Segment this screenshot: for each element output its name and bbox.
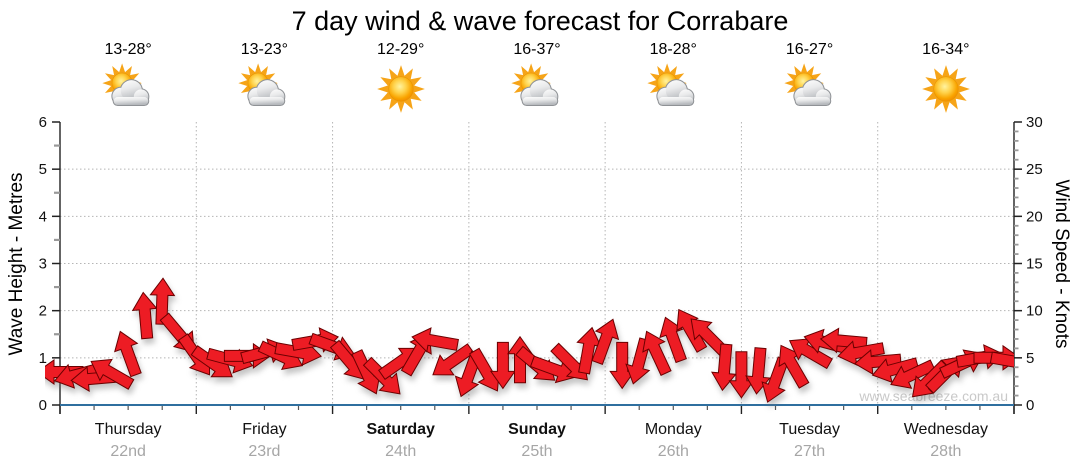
wind-arrow xyxy=(989,349,1014,376)
day-date-label: 22nd xyxy=(110,443,146,460)
wind-arrow xyxy=(642,330,672,377)
day-date-label: 24th xyxy=(385,443,417,460)
day-name-label: Sunday xyxy=(508,421,566,438)
day-label: Tuesday 27th xyxy=(779,421,840,461)
tick-label: 20 xyxy=(1026,208,1043,225)
day-forecast: 12-29° xyxy=(374,41,428,116)
wind-arrow xyxy=(131,291,158,340)
temperature-range-label: 16-27° xyxy=(785,41,834,58)
wind-arrow xyxy=(362,356,401,395)
right-axis-title: Wind Speed - Knots xyxy=(1051,179,1072,349)
temperature-range-label: 13-23° xyxy=(240,41,289,58)
wind-arrow xyxy=(711,343,737,392)
tick-label: 3 xyxy=(39,256,47,273)
temperature-range-label: 18-28° xyxy=(649,41,697,58)
tick-label: 0 xyxy=(39,397,47,414)
day-name-label: Wednesday xyxy=(903,421,988,438)
day-name-label: Saturday xyxy=(366,421,435,438)
wind-arrow xyxy=(591,318,620,366)
sun-cloud-icon xyxy=(102,63,150,107)
wind-arrow xyxy=(90,358,135,390)
temperature-range-label: 12-29° xyxy=(377,41,425,58)
day-label: Saturday 24th xyxy=(366,421,434,461)
day-name-label: Monday xyxy=(644,421,702,438)
wind-arrow xyxy=(114,330,142,378)
day-date-label: 28th xyxy=(930,443,962,460)
tick-label: 25 xyxy=(1026,161,1043,178)
day-forecast: 13-28° xyxy=(101,41,155,116)
wind-arrow xyxy=(788,338,833,370)
left-axis-title: Wave Height - Metres xyxy=(6,172,27,356)
wind-arrow xyxy=(411,327,459,353)
sun-cloud-icon xyxy=(238,63,286,107)
day-forecast: 16-37° xyxy=(510,41,564,116)
tick-label: 5 xyxy=(1026,350,1034,367)
sun-icon xyxy=(376,65,425,113)
wind-arrow xyxy=(507,335,533,384)
day-label: Sunday 25th xyxy=(508,421,566,461)
temperature-range-label: 16-37° xyxy=(513,41,561,58)
day-label: Wednesday 28th xyxy=(904,421,988,461)
tick-label: 2 xyxy=(39,303,47,320)
watermark: www.seabreeze.com.au xyxy=(859,388,1008,404)
wind-arrow xyxy=(489,341,516,390)
day-label: Friday 23rd xyxy=(242,421,286,461)
wind-arrow xyxy=(819,327,868,354)
wind-arrow xyxy=(576,326,602,375)
wind-arrow xyxy=(871,357,920,384)
tick-label: 15 xyxy=(1026,256,1043,273)
gridlines xyxy=(60,122,1014,405)
day-forecast: 16-27° xyxy=(783,41,837,116)
temperature-range-label: 13-28° xyxy=(104,41,152,58)
day-date-label: 23rd xyxy=(248,443,281,460)
tick-label: 10 xyxy=(1026,303,1043,320)
wind-arrow xyxy=(853,349,902,375)
wind-arrow xyxy=(432,343,475,376)
day-label: Thursday 22nd xyxy=(95,421,162,461)
wind-arrow xyxy=(761,356,790,403)
tick-label: 4 xyxy=(39,208,47,225)
wind-arrow xyxy=(676,308,708,353)
wind-arrow xyxy=(778,344,810,389)
day-date-label: 26th xyxy=(657,443,689,460)
tick-label: 30 xyxy=(1026,114,1043,131)
sun-cloud-icon xyxy=(647,63,695,107)
tick-label: 1 xyxy=(39,350,47,367)
day-forecast: 18-28° xyxy=(646,41,700,116)
day-date-label: 25th xyxy=(521,443,553,460)
chart-title: 7 day wind & wave forecast for Corrabare xyxy=(291,6,789,36)
sun-icon xyxy=(921,65,970,113)
day-name-label: Thursday xyxy=(94,421,162,438)
day-name-label: Tuesday xyxy=(779,421,840,438)
wind-arrow xyxy=(837,340,885,366)
wind-arrow xyxy=(890,359,936,389)
day-forecast: 16-34° xyxy=(919,41,973,116)
tick-label: 0 xyxy=(1026,397,1034,414)
temperature-range-label: 16-34° xyxy=(922,41,970,58)
wind-arrow xyxy=(728,351,755,399)
day-name-label: Friday xyxy=(242,421,287,438)
day-label: Monday 26th xyxy=(645,421,702,461)
wind-arrows xyxy=(45,277,1014,403)
sun-cloud-icon xyxy=(511,63,559,107)
tick-label: 5 xyxy=(39,161,47,178)
tick-label: 6 xyxy=(39,114,47,131)
day-forecast: 13-23° xyxy=(237,41,291,116)
day-date-label: 27th xyxy=(793,443,826,460)
sun-cloud-icon xyxy=(783,63,831,107)
